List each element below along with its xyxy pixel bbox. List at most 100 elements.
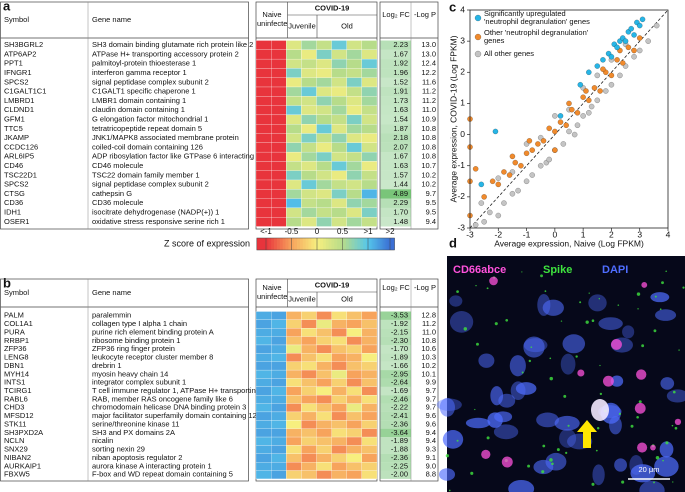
heat-cell [255,68,272,78]
fc-cell [380,370,411,379]
heat-cell [271,77,287,88]
logp-value: 12.4 [421,59,436,68]
heat-cell [271,453,287,463]
legend-swatch [474,50,482,58]
fc-cell [380,189,411,199]
heat-cell [255,361,272,371]
fc-cell [380,59,411,69]
heat-cell [301,311,317,320]
spike-signal [475,284,477,287]
cd66-signal [481,449,491,460]
logp-value: 10.7 [421,161,436,170]
colorbar-step [363,238,367,250]
fc-cell [380,96,411,106]
gene-name: oxidative stress responsive serine rich … [92,217,225,226]
heat-cell [316,217,332,227]
heat-cell [255,336,272,346]
colorbar-step [262,238,266,250]
point [478,200,485,206]
heat-cell [301,395,317,404]
point [486,209,493,216]
nucleus [559,428,577,448]
fc-cell [380,133,411,143]
colorbar-step [256,238,261,250]
gene-symbol: CD36 [4,198,23,207]
gene-symbol: CHD3 [4,403,24,412]
heat-cell [301,353,317,362]
colorbar-label: Z score of expression [164,238,250,248]
heat-cell [255,217,272,227]
heat-cell [316,361,332,371]
spike-signal [672,481,674,483]
gene-symbol: TTC5 [4,124,23,133]
logp-value: 11.2 [422,96,436,105]
heat-cell [271,207,287,218]
heat-cell [255,49,272,60]
colorbar-tick-label: 0 [315,227,320,236]
heat-cell [271,133,287,143]
spike-signal [474,408,476,411]
gene-symbol: LMBRD1 [4,96,34,105]
heat-cell [271,344,287,354]
log2fc-value: 1.91 [393,87,408,96]
gene-symbol: STK11 [4,419,26,428]
point [481,194,487,200]
logp-value: 10.8 [421,142,436,151]
spike-signal [591,482,595,486]
spike-signal [654,295,657,298]
heat-cell [331,40,347,50]
log2fc-value: 2.07 [393,142,408,151]
spike-signal [549,357,552,360]
logp-value: 11.6 [422,77,436,86]
colorbar-step [288,238,292,250]
heat-cell [346,86,362,97]
nucleus [465,417,491,429]
heat-cell [271,161,287,171]
heat-cell [316,189,332,199]
spike-signal [599,364,601,367]
heat-cell [316,395,332,404]
colorbar-step [259,238,263,250]
heat-cell [346,420,362,429]
point [631,53,637,60]
log2fc-value: 1.67 [393,49,408,58]
heat-cell [331,420,347,429]
colorbar-step [271,238,275,250]
heat-cell [286,445,302,454]
log2fc-value: -3.53 [391,311,408,320]
channel-label: Spike [543,264,572,276]
spike-signal [445,454,450,458]
colorbar-step [375,238,378,250]
heat-cell [331,77,347,88]
colorbar-step [385,238,388,250]
heat-cell [316,428,332,438]
heat-cell [346,353,362,362]
cd66-signal [641,282,648,288]
log2fc-value: -2.25 [391,461,408,470]
log2fc-value: 1.63 [393,161,408,170]
point [636,35,643,41]
heat-cell [271,105,287,116]
nucleus [659,441,674,458]
log2fc-value: -3.64 [391,428,408,437]
logp-value: 13.0 [421,49,436,58]
header-logp: -Log P [413,11,437,19]
fc-cell [380,170,411,180]
cd66-signal [501,456,513,468]
gene-symbol: COL1A1 [4,319,33,328]
heat-cell [286,179,302,190]
heat-cell [255,114,272,125]
heat-cell [346,344,362,354]
nucleus [610,375,624,387]
heat-cell [361,328,378,337]
heat-cell [271,445,287,454]
heat-cell [271,58,287,69]
cd66-signal [489,276,498,286]
spike-signal [551,462,554,465]
colorbar-step [311,238,315,250]
fc-cell [380,336,411,345]
heat-cell [271,369,287,379]
heat-cell [331,395,347,404]
spike-signal [541,470,545,474]
heat-cell [361,378,378,387]
